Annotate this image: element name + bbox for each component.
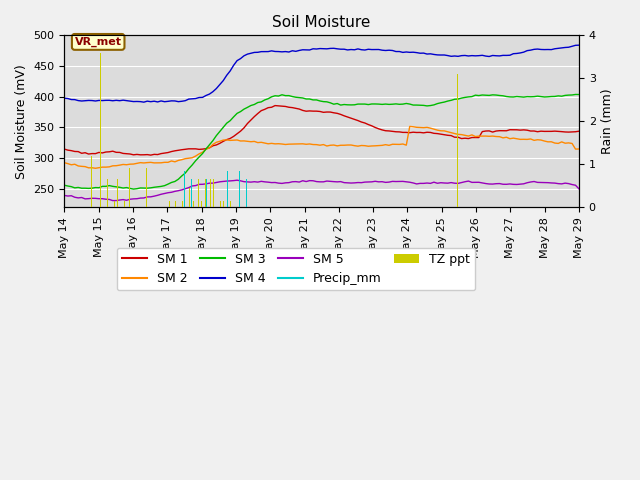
- Text: VR_met: VR_met: [75, 37, 122, 47]
- Line: SM 3: SM 3: [65, 95, 579, 189]
- SM 1: [575, 128, 583, 134]
- Bar: [182, 201, 183, 207]
- Bar: [227, 170, 228, 207]
- SM 4: [333, 46, 341, 52]
- Legend: SM 1, SM 2, SM 3, SM 4, SM 5, Precip_mm, TZ ppt: SM 1, SM 2, SM 3, SM 4, SM 5, Precip_mm,…: [116, 248, 475, 290]
- Bar: [217, 183, 218, 207]
- SM 3: [489, 92, 497, 98]
- SM 2: [575, 146, 583, 152]
- SM 1: [61, 146, 68, 152]
- Bar: [189, 188, 190, 207]
- Bar: [124, 201, 125, 207]
- SM 4: [140, 99, 148, 105]
- X-axis label: Time: Time: [307, 263, 337, 276]
- SM 5: [575, 186, 583, 192]
- SM 5: [492, 181, 500, 187]
- SM 3: [420, 103, 428, 108]
- SM 1: [358, 119, 365, 125]
- SM 3: [233, 110, 241, 116]
- Line: SM 4: SM 4: [65, 45, 579, 102]
- SM 2: [92, 166, 99, 171]
- SM 1: [147, 152, 155, 158]
- SM 3: [268, 94, 275, 100]
- Bar: [114, 201, 115, 207]
- Bar: [107, 179, 108, 207]
- Y-axis label: Rain (mm): Rain (mm): [602, 88, 614, 154]
- SM 3: [572, 92, 579, 97]
- SM 2: [61, 160, 68, 166]
- SM 1: [337, 111, 344, 117]
- SM 4: [233, 58, 241, 63]
- SM 3: [333, 101, 341, 107]
- SM 5: [423, 180, 431, 186]
- Bar: [220, 201, 221, 207]
- SM 2: [492, 133, 500, 139]
- Bar: [457, 74, 458, 207]
- Line: SM 5: SM 5: [65, 180, 579, 201]
- SM 2: [268, 141, 275, 146]
- SM 2: [406, 123, 413, 129]
- SM 5: [237, 178, 244, 184]
- Bar: [210, 179, 211, 207]
- SM 1: [492, 128, 500, 134]
- Line: SM 2: SM 2: [65, 126, 579, 168]
- Bar: [175, 201, 177, 207]
- SM 5: [337, 179, 344, 184]
- SM 3: [61, 182, 68, 188]
- SM 2: [233, 137, 241, 143]
- Bar: [117, 179, 118, 207]
- SM 4: [354, 46, 362, 52]
- SM 4: [61, 96, 68, 101]
- Bar: [201, 201, 202, 207]
- SM 5: [358, 180, 365, 186]
- Bar: [230, 201, 231, 207]
- Bar: [184, 170, 185, 207]
- SM 1: [271, 103, 279, 108]
- Line: SM 1: SM 1: [65, 106, 579, 155]
- SM 5: [271, 180, 279, 185]
- SM 4: [420, 50, 428, 56]
- SM 5: [233, 177, 241, 183]
- Bar: [239, 170, 240, 207]
- Bar: [100, 52, 101, 207]
- Title: Soil Moisture: Soil Moisture: [273, 15, 371, 30]
- SM 4: [575, 42, 583, 48]
- SM 5: [109, 198, 116, 204]
- Y-axis label: Soil Moisture (mV): Soil Moisture (mV): [15, 64, 28, 179]
- SM 3: [354, 101, 362, 107]
- SM 3: [130, 186, 138, 192]
- Bar: [223, 201, 225, 207]
- SM 1: [233, 131, 241, 137]
- SM 4: [489, 53, 497, 59]
- Bar: [129, 168, 130, 207]
- Bar: [146, 168, 147, 207]
- SM 4: [268, 48, 275, 54]
- SM 2: [354, 144, 362, 149]
- Bar: [213, 179, 214, 207]
- SM 2: [333, 143, 341, 149]
- SM 1: [423, 130, 431, 135]
- SM 3: [575, 92, 583, 97]
- SM 5: [61, 192, 68, 198]
- Bar: [168, 201, 170, 207]
- SM 2: [423, 124, 431, 130]
- SM 1: [268, 104, 275, 110]
